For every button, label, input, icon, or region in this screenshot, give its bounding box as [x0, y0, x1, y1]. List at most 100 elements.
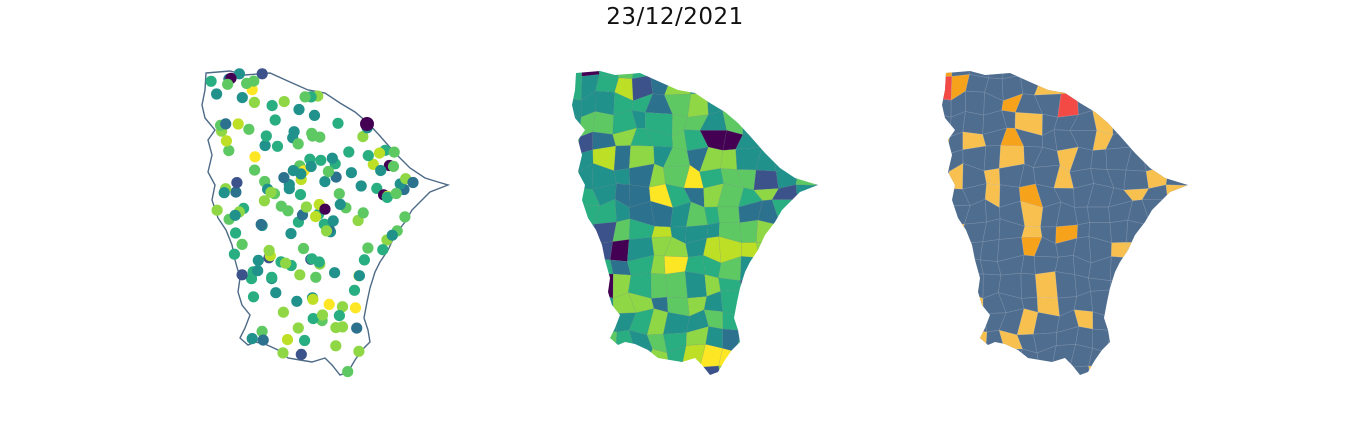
- region-border: [1177, 297, 1188, 317]
- region-border: [1110, 277, 1129, 295]
- station-point: [362, 242, 374, 254]
- station-point: [236, 92, 248, 104]
- municipality-region: [796, 218, 810, 245]
- municipality-region: [797, 240, 810, 263]
- region-border: [942, 199, 949, 224]
- region-border: [942, 134, 950, 155]
- alert-region: [1165, 77, 1185, 97]
- region-border: [1092, 130, 1114, 151]
- station-point: [232, 118, 244, 130]
- municipality-region: [613, 168, 631, 185]
- municipality-region: [815, 184, 818, 204]
- region-border: [1090, 149, 1108, 170]
- region-border: [1069, 168, 1094, 189]
- region-border: [1160, 324, 1183, 352]
- alert-region: [949, 343, 968, 363]
- municipality-region: [790, 343, 815, 366]
- municipality-region: [572, 182, 579, 206]
- region-border: [1149, 365, 1168, 375]
- station-point: [355, 180, 367, 192]
- municipality-region: [718, 365, 745, 375]
- region-border: [942, 324, 952, 354]
- alert-region: [1167, 240, 1180, 263]
- region-border: [942, 361, 950, 375]
- region-border: [1088, 73, 1115, 97]
- region-border: [979, 259, 1002, 276]
- region-border: [1016, 308, 1039, 336]
- station-point: [258, 195, 270, 207]
- station-point: [357, 131, 369, 143]
- region-border: [1184, 166, 1188, 186]
- municipality-region: [776, 91, 797, 120]
- alert-region: [1000, 127, 1024, 147]
- region-border: [1072, 73, 1095, 94]
- region-border: [1055, 224, 1078, 244]
- municipality-region: [572, 97, 582, 118]
- alert-region: [1019, 183, 1043, 208]
- region-border: [1073, 236, 1092, 264]
- municipality-region: [611, 348, 636, 370]
- alert-region: [1088, 71, 1114, 76]
- municipality-region: [809, 222, 818, 241]
- station-point: [386, 229, 398, 241]
- region-border: [942, 97, 952, 118]
- region-border: [1056, 309, 1079, 333]
- station-point: [322, 165, 334, 178]
- municipality-region: [590, 313, 618, 333]
- municipality-region: [742, 96, 762, 118]
- station-point: [342, 366, 354, 378]
- municipality-region: [635, 364, 647, 375]
- station-point: [241, 77, 253, 89]
- municipality-region: [795, 130, 814, 153]
- station-point: [353, 345, 365, 357]
- station-point: [252, 265, 264, 277]
- alert-region: [1057, 93, 1079, 118]
- region-border: [1129, 309, 1149, 335]
- station-point: [263, 244, 275, 257]
- alert-region: [1092, 130, 1113, 151]
- region-border: [1178, 145, 1188, 170]
- municipality-region: [771, 253, 799, 279]
- municipality-region: [797, 145, 816, 167]
- alert-region: [1141, 328, 1163, 353]
- alert-region: [950, 326, 968, 353]
- municipality-region: [631, 71, 651, 80]
- region-border: [1075, 326, 1093, 349]
- region-border: [1014, 364, 1040, 375]
- station-point: [257, 334, 269, 346]
- municipality-region: [808, 128, 818, 151]
- region-border: [1055, 326, 1079, 346]
- region-border: [999, 200, 1025, 227]
- station-point: [255, 218, 267, 231]
- region-border: [942, 221, 948, 245]
- region-border: [1150, 218, 1168, 245]
- municipality-regions: [572, 71, 830, 375]
- region-border: [1164, 71, 1185, 81]
- region-border: [1053, 164, 1074, 189]
- municipality-region: [772, 295, 793, 317]
- region-border: [966, 71, 989, 79]
- municipality-region: [756, 277, 776, 298]
- municipality-region: [699, 71, 727, 79]
- municipality-region: [756, 219, 781, 243]
- municipality-region: [574, 274, 593, 299]
- municipality-region: [774, 278, 800, 298]
- station-point: [230, 186, 242, 198]
- alert-region: [1034, 80, 1061, 96]
- municipality-region: [828, 240, 830, 262]
- region-border: [1041, 129, 1058, 152]
- municipality-region: [761, 99, 778, 120]
- region-border: [1087, 206, 1111, 223]
- municipality-region: [591, 273, 614, 299]
- municipality-region: [807, 91, 818, 119]
- region-border: [942, 253, 951, 277]
- region-border: [942, 182, 949, 206]
- municipality-region: [572, 324, 582, 354]
- region-border: [1105, 348, 1127, 367]
- region-border: [1178, 128, 1188, 151]
- region-border: [1180, 351, 1188, 368]
- station-point: [223, 145, 235, 157]
- station-point: [387, 160, 400, 172]
- region-border: [1001, 93, 1024, 113]
- region-border: [984, 77, 1004, 102]
